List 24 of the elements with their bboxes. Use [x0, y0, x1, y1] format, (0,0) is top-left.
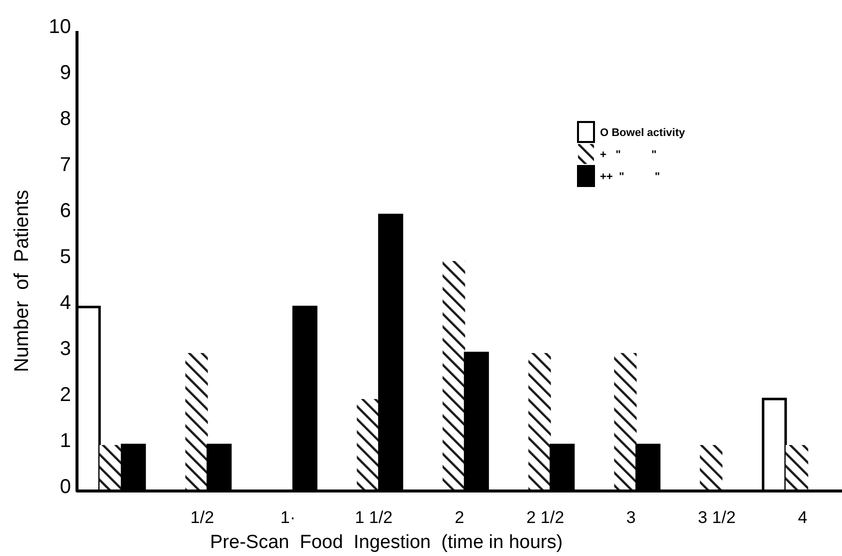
y-tick-label: 8	[60, 108, 71, 130]
y-tick-label: 4	[60, 292, 71, 314]
y-tick-label: 9	[60, 62, 71, 84]
y-tick-label: 7	[60, 154, 71, 176]
x-tick-label: 4	[798, 508, 808, 527]
x-axis-title: Pre-Scan Food Ingestion (time in hours)	[210, 532, 563, 553]
legend-label: O Bowel activity	[600, 127, 686, 139]
x-tick-label: 2 1/2	[526, 508, 564, 527]
legend-label: + " "	[600, 149, 657, 161]
x-tick-label: 2	[454, 508, 464, 527]
y-tick-label: 1	[60, 430, 71, 452]
x-tick-label: 1·	[280, 508, 296, 527]
y-tick-label: 6	[60, 200, 71, 222]
legend-label: ++ " "	[600, 171, 660, 183]
x-tick-label: 1/2	[190, 508, 214, 527]
y-tick-label: 5	[60, 246, 71, 268]
y-tick-label: 3	[60, 338, 71, 360]
y-axis-title: Number of Patients	[11, 190, 33, 372]
y-tick-label: 2	[60, 384, 71, 406]
x-tick-label: 3	[626, 508, 636, 527]
y-tick-label: 0	[60, 476, 71, 498]
x-tick-label: 1 1/2	[354, 508, 393, 527]
y-tick-label: 10	[48, 16, 71, 38]
x-tick-label: 3 1/2	[698, 508, 736, 527]
